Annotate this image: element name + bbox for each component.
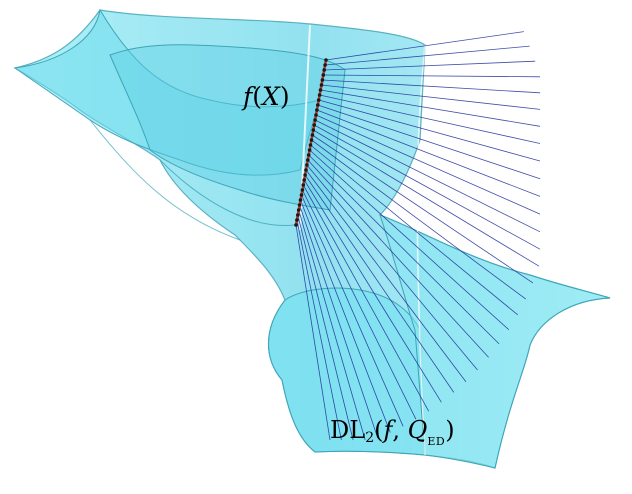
ruling-line [296, 219, 342, 441]
surface-edge-line [89, 119, 241, 241]
curve-point [311, 128, 316, 132]
surface-right-sheet [379, 214, 611, 469]
curve-fx-points [294, 58, 328, 227]
curve-point [314, 113, 318, 117]
label-fx-open: ( [252, 82, 263, 111]
label-fx: f(X) [243, 82, 290, 111]
curve-point [310, 133, 315, 137]
ruling-line [310, 144, 518, 316]
ruling-line [319, 94, 541, 144]
ruling-line [320, 89, 541, 127]
ruling-line [309, 149, 510, 330]
label-dl-sub: 2 [365, 430, 375, 446]
ruling-line [318, 99, 541, 162]
ruling-line [301, 194, 404, 427]
curve-point [306, 158, 310, 162]
ruling-line [308, 154, 500, 345]
surface-upper-flap [13, 8, 321, 176]
ruling-line [325, 31, 524, 61]
curve-point [295, 218, 299, 222]
curve-point [319, 83, 324, 87]
label-dl-qsub: ED [427, 435, 446, 448]
label-dl-open: ( [374, 416, 384, 444]
label-dl-name: DL [330, 416, 366, 444]
curve-point [316, 98, 321, 102]
ruling-line [306, 164, 478, 371]
ruling-line [314, 119, 541, 233]
ruling-line [299, 204, 379, 439]
ruling-line [303, 179, 442, 403]
label-fx-f: f [243, 82, 253, 111]
ruling-line [302, 189, 417, 420]
ruling-line [295, 224, 331, 441]
curve-point [301, 183, 306, 187]
ruling-line [298, 209, 366, 441]
ruling-line [311, 139, 527, 300]
curve-fx [294, 59, 328, 226]
ruling-line [321, 84, 541, 110]
label-fx-close: ) [279, 82, 290, 111]
ruling-line [316, 109, 541, 197]
ruling-lines [295, 31, 541, 441]
curve-point [312, 123, 317, 127]
curve-point [305, 163, 309, 167]
label-dl-q: Q [407, 416, 428, 444]
curve-point [322, 68, 327, 72]
curve-point [317, 93, 322, 97]
surface-inner-fold [109, 44, 346, 211]
curve-point [313, 118, 317, 122]
ruling-line [322, 79, 541, 94]
curve-point [323, 63, 327, 67]
curve-point [324, 58, 328, 62]
ruling-line [297, 214, 354, 441]
ruling-line [304, 174, 455, 393]
surface-edge-line [159, 159, 296, 227]
ruling-line [323, 74, 541, 78]
label-fx-var: X [262, 82, 280, 111]
ruling-line [307, 159, 489, 358]
label-dl-comma: , [392, 416, 408, 444]
curve-point [298, 198, 303, 202]
ruling-line [314, 124, 541, 250]
label-dl-close: ) [445, 416, 455, 444]
curve-point [294, 223, 298, 227]
curve-point [308, 143, 313, 147]
curve-point [309, 138, 314, 142]
curve-point [306, 153, 311, 157]
curve-point [299, 193, 304, 197]
curve-point [304, 168, 308, 172]
label-dl-expression: DL2(f, QED) [330, 416, 455, 448]
ruling-line [300, 199, 391, 433]
curve-point [300, 188, 305, 192]
ruling-line [302, 184, 430, 412]
curve-point [315, 108, 319, 112]
curve-point [297, 203, 302, 207]
curve-point [303, 173, 307, 177]
label-dl-f: f [383, 416, 393, 444]
curve-point [320, 78, 325, 82]
ruling-line [324, 60, 536, 71]
ruling-line [317, 104, 541, 180]
curve-point [318, 88, 323, 92]
ruling-line [315, 114, 541, 215]
curve-point [302, 178, 307, 182]
curve-point [296, 208, 301, 212]
curve-point [296, 213, 300, 217]
surface-lower-neck [268, 287, 426, 456]
curve-point [316, 103, 320, 107]
ruling-line [305, 169, 467, 382]
curve-point [307, 148, 312, 152]
ruling-line [325, 45, 530, 66]
curve-point [321, 73, 326, 77]
ruling-line [312, 134, 534, 284]
ruling-line [313, 129, 540, 267]
